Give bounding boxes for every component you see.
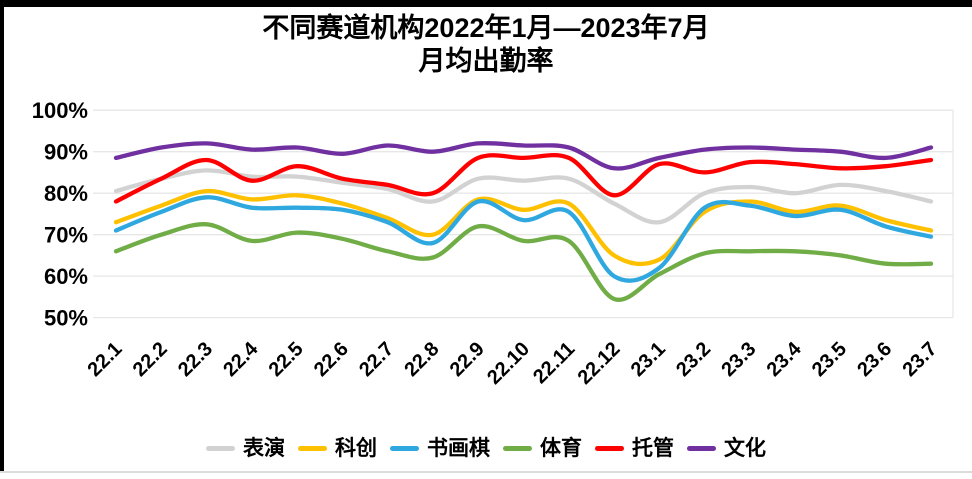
x-axis-label: 22.3	[174, 338, 217, 381]
chart-legend: 表演 科创 书画棋 体育 托管 文化	[0, 433, 972, 463]
x-axis-label: 22.10	[483, 338, 534, 389]
x-axis-label: 22.8	[400, 338, 443, 381]
chart-title-line2: 月均出勤率	[418, 46, 554, 76]
series-line-culture	[113, 141, 934, 171]
x-axis-label: 23.5	[808, 338, 851, 381]
series-line-sci-tech	[113, 188, 934, 267]
legend-item-performance: 表演	[206, 438, 285, 459]
x-axis-label: 22.5	[265, 338, 308, 381]
legend-item-culture: 文化	[687, 438, 766, 459]
y-axis-label: 90%	[44, 140, 88, 165]
legend-item-daycare: 托管	[595, 438, 674, 459]
legend-swatch-daycare	[595, 445, 624, 451]
chart-title-line1: 不同赛道机构2022年1月—2023年7月	[262, 13, 710, 43]
x-axis-label: 22.4	[219, 337, 263, 381]
legend-swatch-sci-tech	[298, 445, 327, 451]
series-line-performance	[113, 168, 934, 225]
legend-label-daycare: 托管	[632, 436, 674, 460]
x-axis-label: 22.7	[355, 338, 398, 381]
series-line-sports	[113, 222, 934, 302]
legend-swatch-sports	[503, 445, 532, 451]
y-axis-label: 50%	[44, 306, 88, 331]
x-axis-label: 23.7	[898, 338, 941, 381]
y-axis-label: 70%	[44, 223, 88, 248]
legend-label-sci-tech: 科创	[335, 436, 377, 460]
x-axis-label: 23.6	[853, 338, 896, 381]
window-bottom-separator	[0, 471, 972, 473]
y-axis-label: 100%	[32, 98, 88, 123]
x-axis-label: 23.1	[627, 338, 670, 381]
x-axis-label: 22.2	[129, 338, 172, 381]
legend-swatch-calligraphy-chess	[390, 445, 419, 451]
window-top-border	[0, 0, 972, 7]
legend-label-performance: 表演	[243, 436, 285, 460]
x-axis-label: 23.3	[717, 338, 760, 381]
legend-item-sci-tech: 科创	[298, 438, 377, 459]
y-axis-label: 80%	[44, 181, 88, 206]
x-axis-label: 22.9	[446, 338, 489, 381]
legend-label-calligraphy-chess: 书画棋	[427, 436, 490, 460]
x-axis-label: 22.12	[574, 338, 625, 389]
legend-item-calligraphy-chess: 书画棋	[390, 438, 490, 459]
x-axis-label: 23.4	[763, 337, 807, 381]
x-axis-label: 23.2	[672, 338, 715, 381]
x-axis-label: 22.1	[83, 338, 126, 381]
chart-title: 不同赛道机构2022年1月—2023年7月 月均出勤率	[0, 12, 972, 78]
legend-item-sports: 体育	[503, 438, 582, 459]
legend-label-culture: 文化	[724, 436, 766, 460]
legend-swatch-culture	[687, 445, 716, 451]
x-axis-label: 22.11	[529, 338, 579, 388]
series-line-daycare	[113, 153, 934, 204]
x-axis-label: 22.6	[310, 338, 353, 381]
series-line-calligraphy-chess	[113, 195, 934, 283]
y-axis-label: 60%	[44, 264, 88, 289]
legend-label-sports: 体育	[540, 436, 582, 460]
legend-swatch-performance	[206, 445, 235, 451]
window-left-border	[0, 0, 4, 472]
